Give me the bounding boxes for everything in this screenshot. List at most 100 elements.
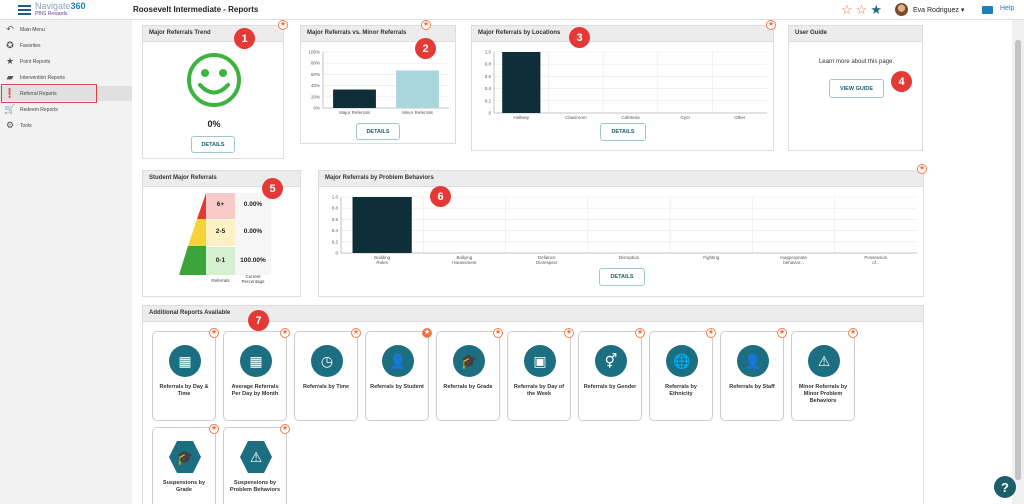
- locations-chart: 0 0.2 0.4 0.6 0.8 1.0 Hallway Classroom Cafeteri…: [485, 50, 767, 120]
- callout-badge: 1: [234, 28, 255, 49]
- bar: [333, 89, 376, 108]
- x-tick-label: Hallway: [513, 115, 530, 120]
- scrollbar-thumb[interactable]: [1015, 40, 1021, 480]
- x-tick-label: Classroom: [565, 115, 587, 120]
- sidebar-item-point-reports[interactable]: ★ Point Reports: [5, 56, 51, 66]
- card-title: Major Referrals vs. Minor Referrals: [301, 26, 455, 42]
- card-major-referrals-trend: Major Referrals Trend 0% DETAILS: [142, 25, 284, 159]
- report-tile-time[interactable]: ★ ◷ Referrals by Time: [294, 328, 361, 421]
- report-tile-staff[interactable]: ★ 👤 Referrals by Staff: [720, 328, 787, 421]
- card-title: Additional Reports Available: [143, 306, 923, 322]
- user-menu[interactable]: Eva Rodriguez ▾: [913, 7, 965, 14]
- favorite-star-icon[interactable]: ★: [848, 328, 858, 338]
- sidebar-item-main-menu[interactable]: ↶ Main Menu: [6, 24, 45, 34]
- scrollbar[interactable]: [1012, 20, 1024, 504]
- page-title: Roosevelt Intermediate - Reports: [133, 5, 259, 14]
- y-tick-label: 0.8: [332, 206, 339, 211]
- favorite-star-icon[interactable]: ★: [280, 328, 290, 338]
- callout-badge: 2: [415, 38, 436, 59]
- favorite-star-icon[interactable]: ★: [493, 328, 503, 338]
- report-tile-day-time[interactable]: ★ ▦ Referrals by Day & Time: [152, 328, 219, 421]
- x-tick-label: Major Referrals: [339, 110, 371, 115]
- avatar[interactable]: [895, 3, 908, 16]
- star-outline-icon[interactable]: ☆: [855, 2, 868, 17]
- x-tick-label: Building: [374, 255, 391, 260]
- help-link[interactable]: Help: [1000, 5, 1015, 12]
- gender-icon: ⚥: [595, 345, 627, 377]
- calendar-grid-icon: ▦: [240, 345, 272, 377]
- callout-badge: 6: [430, 186, 451, 207]
- report-tile-ethnicity[interactable]: ★ 🌐 Referrals by Ethnicity: [649, 328, 716, 421]
- y-tick-label: 0: [335, 251, 338, 256]
- report-tile-suspensions-behaviors[interactable]: ★ ⚠ Suspensions by Problem Behaviors: [223, 424, 290, 504]
- sidebar-item-redeem-reports[interactable]: 🛒 Redeem Reports: [4, 104, 58, 114]
- clock-icon: ◷: [311, 345, 343, 377]
- person-icon: 👤: [382, 345, 414, 377]
- sidebar-item-referral-reports[interactable]: ❗ Referral Reports: [0, 86, 132, 101]
- y-tick-label: 0.2: [485, 98, 492, 103]
- favorite-star-icon[interactable]: ★: [351, 328, 361, 338]
- mail-icon[interactable]: [982, 6, 993, 14]
- favorite-star-icon[interactable]: ★: [278, 20, 288, 30]
- report-tile-day-of-week[interactable]: ★ ▣ Referrals by Day of the Week: [507, 328, 574, 421]
- favorite-star-icon[interactable]: ★: [635, 328, 645, 338]
- report-tile-student[interactable]: ★ 👤 Referrals by Student: [365, 328, 432, 421]
- card-referrals-by-locations: Major Referrals by Locations 0 0.2 0.4 0.6 0…: [471, 25, 774, 151]
- help-question-icon[interactable]: ?: [994, 476, 1016, 498]
- view-guide-button[interactable]: VIEW GUIDE: [829, 79, 884, 98]
- star-filled-icon[interactable]: ★: [870, 2, 882, 17]
- app-logo[interactable]: Navigate360 PBIS Rewards: [35, 1, 86, 17]
- chat-icon: ▰: [6, 72, 14, 82]
- graduation-cap-icon: 🎓: [453, 345, 485, 377]
- favorite-star-icon[interactable]: ★: [209, 328, 219, 338]
- y-tick-label: 20%: [311, 94, 320, 99]
- x-tick-label: Rules: [376, 260, 388, 265]
- report-tile-gender[interactable]: ★ ⚥ Referrals by Gender: [578, 328, 645, 421]
- sidebar-item-intervention-reports[interactable]: ▰ Intervention Reports: [6, 72, 66, 82]
- details-button[interactable]: DETAILS: [599, 268, 645, 286]
- hamburger-menu-icon[interactable]: [18, 5, 31, 15]
- details-button[interactable]: DETAILS: [191, 136, 235, 153]
- favorite-star-icon[interactable]: ★: [564, 328, 574, 338]
- warning-icon: ⚠: [240, 441, 272, 473]
- report-tile-minor-behaviors[interactable]: ★ ⚠ Minor Referrals by Minor Problem Behav…: [791, 328, 858, 421]
- graduation-cap-icon: 🎓: [169, 441, 201, 473]
- staff-icon: 👤: [737, 345, 769, 377]
- favorite-star-filled-icon[interactable]: ★: [422, 328, 432, 338]
- y-tick-label: 100%: [308, 50, 320, 55]
- rating-stars[interactable]: ☆ ☆ ★: [841, 3, 882, 16]
- y-tick-label: 0.4: [332, 228, 339, 233]
- x-tick-label: Possession: [864, 255, 888, 260]
- card-title: Student Major Referrals: [143, 171, 300, 187]
- favorite-star-icon[interactable]: ★: [706, 328, 716, 338]
- favorite-star-icon[interactable]: ★: [777, 328, 787, 338]
- favorite-star-icon[interactable]: ★: [280, 424, 290, 434]
- favorite-star-icon[interactable]: ★: [209, 424, 219, 434]
- x-tick-label: behavior...: [783, 260, 804, 265]
- favorite-star-icon[interactable]: ★: [917, 164, 927, 174]
- x-tick-label: Disruption: [619, 255, 640, 260]
- highlight-box: [1, 84, 97, 103]
- globe-icon: 🌐: [666, 345, 698, 377]
- gear-icon: ⚙: [5, 120, 15, 130]
- favorite-star-icon[interactable]: ★: [421, 20, 431, 30]
- cart-icon: 🛒: [4, 104, 16, 114]
- details-button[interactable]: DETAILS: [600, 123, 646, 141]
- details-button[interactable]: DETAILS: [356, 123, 400, 140]
- star-outline-icon[interactable]: ☆: [841, 2, 853, 17]
- y-tick-label: 0.2: [332, 239, 339, 244]
- smiley-icon: [187, 53, 241, 107]
- y-tick-label: 1.0: [485, 50, 492, 55]
- report-tile-grade[interactable]: ★ 🎓 Referrals by Grade: [436, 328, 503, 421]
- card-title: Major Referrals by Problem Behaviors: [319, 171, 923, 187]
- guide-text: Learn more about this page.: [818, 59, 895, 65]
- report-tile-suspensions-grade[interactable]: ★ 🎓 Suspensions by Grade: [152, 424, 219, 504]
- percentage-value: 0.00%: [243, 228, 263, 235]
- sidebar-item-tools[interactable]: ⚙ Tools: [5, 120, 32, 130]
- y-tick-label: 0.8: [485, 62, 492, 67]
- favorite-star-icon[interactable]: ★: [766, 20, 776, 30]
- range-label: 0-1: [215, 257, 226, 264]
- sidebar-item-favorites[interactable]: ✪ Favorites: [6, 40, 41, 50]
- report-tile-avg-per-day[interactable]: ★ ▦ Average Referrals Per Day by Month: [223, 328, 290, 421]
- referral-pyramid: [179, 193, 271, 275]
